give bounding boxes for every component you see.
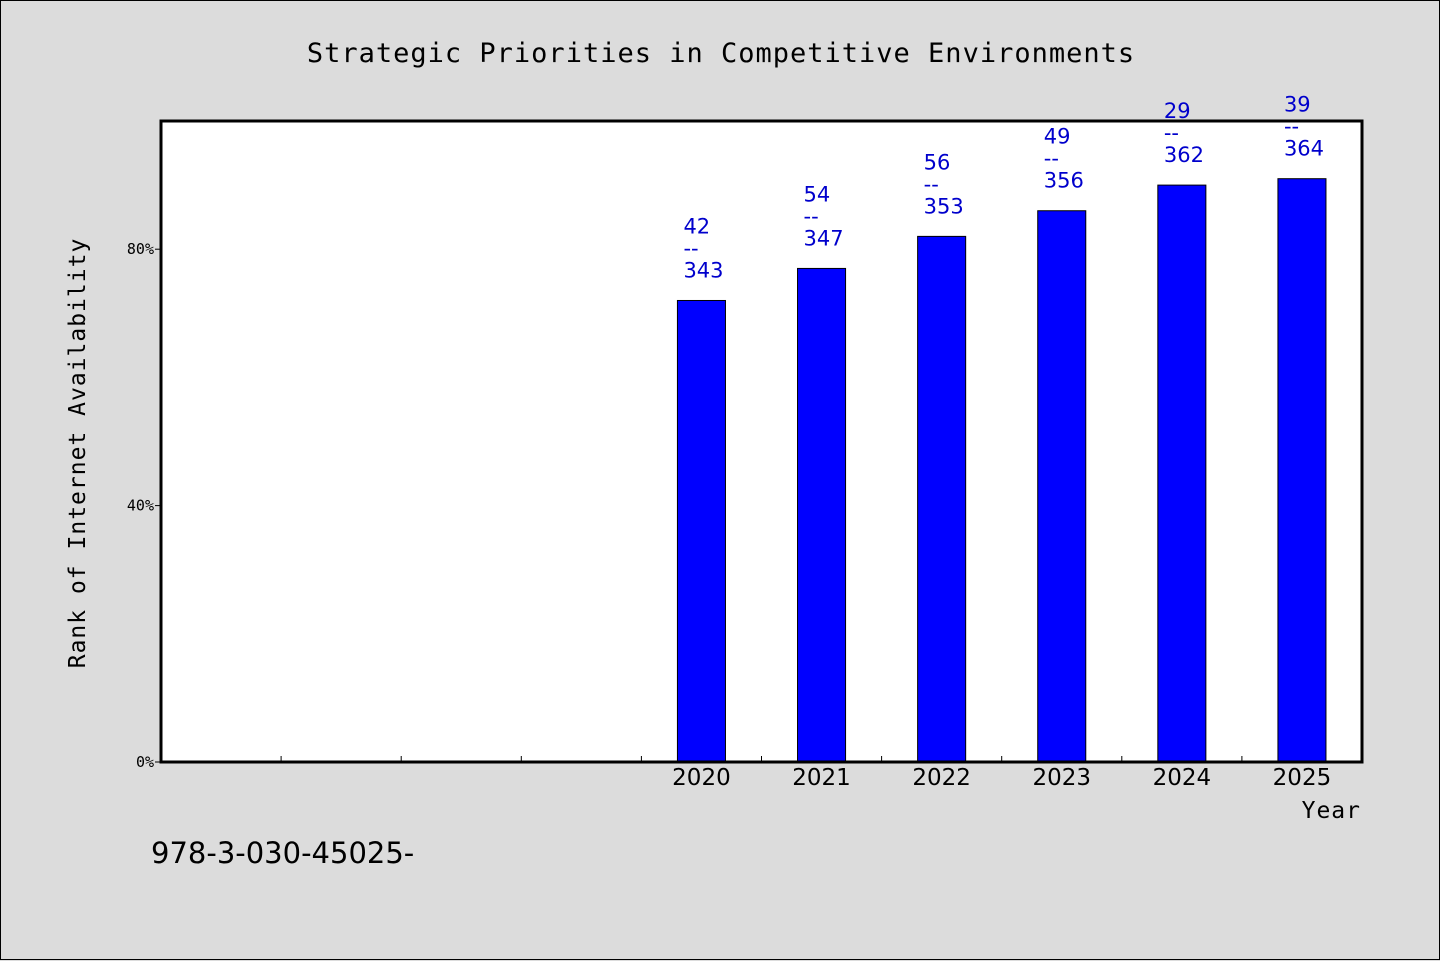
data-label-top-2022: 56 xyxy=(924,150,951,174)
x-ticks-group: 2020 2021 2022 2023 2024 2025 xyxy=(280,756,1332,791)
data-label-top-2021: 54 xyxy=(804,182,831,206)
chart-title: Strategic Priorities in Competitive Envi… xyxy=(307,38,1135,69)
bar-2022 xyxy=(917,235,967,763)
footer-code: 978-3-030-45025- xyxy=(151,836,414,870)
data-label-separator-2024: -- xyxy=(1164,121,1179,145)
x-tick-label-2021: 2021 xyxy=(792,765,851,791)
y-tick-label: 80% xyxy=(127,240,154,258)
data-label-separator-2022: -- xyxy=(924,172,939,196)
bar-2023 xyxy=(1037,210,1087,763)
x-tick-label-2025: 2025 xyxy=(1273,765,1332,791)
bar-2025 xyxy=(1277,178,1327,763)
data-label-separator-2025: -- xyxy=(1284,115,1299,139)
x-tick-label-2022: 2022 xyxy=(912,765,971,791)
y-tick-label: 0% xyxy=(136,753,154,771)
data-label-separator-2023: -- xyxy=(1044,147,1059,171)
x-tick-label-2024: 2024 xyxy=(1153,765,1212,791)
x-tick-label-2023: 2023 xyxy=(1032,765,1091,791)
data-label-separator-2021: -- xyxy=(804,204,819,228)
data-label-separator-2020: -- xyxy=(683,236,698,260)
y-tick-label: 40% xyxy=(127,497,154,515)
data-label-bottom-2025: 364 xyxy=(1284,137,1324,161)
data-label-top-2020: 42 xyxy=(683,214,710,238)
data-label-top-2024: 29 xyxy=(1164,99,1191,123)
data-label-top-2025: 39 xyxy=(1284,93,1311,117)
y-ticks-group: 0% 40% 80% xyxy=(127,240,161,771)
plot-border xyxy=(159,119,1364,764)
y-axis-label: Rank of Internet Availability xyxy=(65,238,91,669)
x-tick-label-2020: 2020 xyxy=(672,765,731,791)
data-label-bottom-2023: 356 xyxy=(1044,169,1084,193)
data-label-top-2023: 49 xyxy=(1044,125,1071,149)
bar-2021 xyxy=(797,267,847,763)
bar-2020 xyxy=(676,299,726,763)
bar-2024 xyxy=(1157,184,1207,763)
data-labels-group: 42--34354--34756--35349--35629--36239--3… xyxy=(683,93,1324,283)
data-label-bottom-2024: 362 xyxy=(1164,143,1204,167)
data-label-bottom-2021: 347 xyxy=(804,226,844,250)
x-axis-label: Year xyxy=(1302,798,1361,824)
data-label-bottom-2022: 353 xyxy=(924,194,964,218)
data-label-bottom-2020: 343 xyxy=(683,258,723,282)
bars-group xyxy=(676,178,1327,763)
